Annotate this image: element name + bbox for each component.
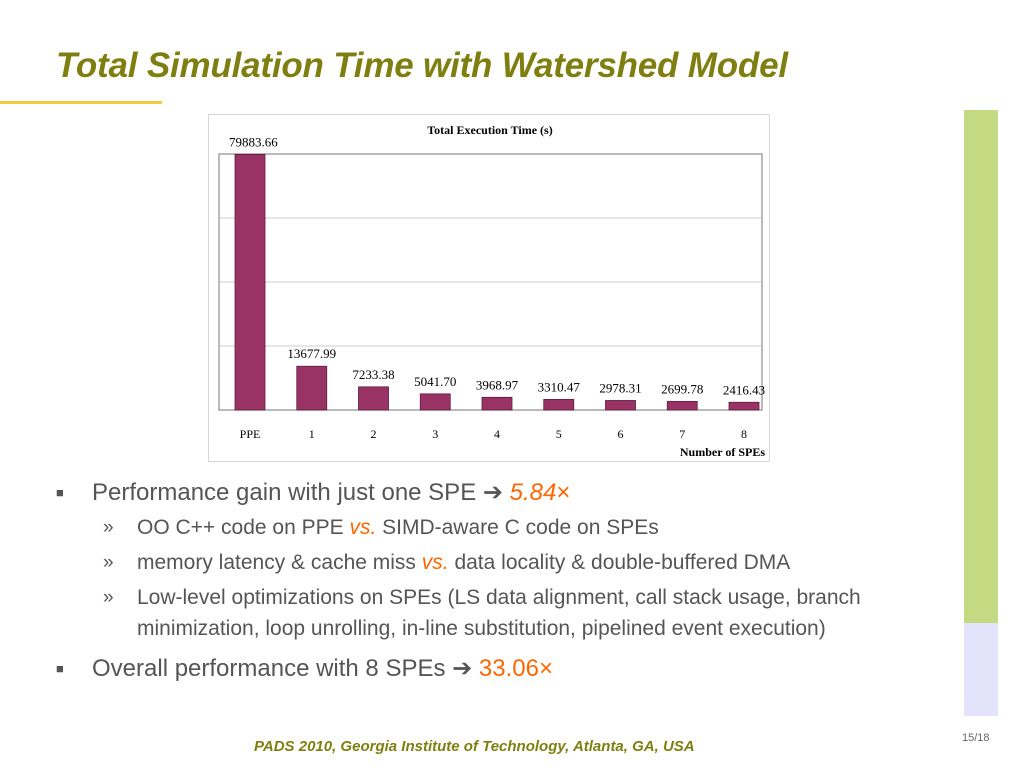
times-sign: × [538,655,553,682]
bar [543,399,575,411]
sub-bullet-text: data locality & double-buffered DMA [448,551,791,574]
data-label: 5041.70 [414,374,456,389]
x-tick-label: 3 [432,427,438,441]
bullet-text: Overall performance with 8 SPEs [92,655,453,682]
sub-bullet-item: » memory latency & cache miss vs. data lo… [56,547,956,578]
data-label: 2699.78 [661,381,703,396]
x-tick-label: 6 [618,427,624,441]
data-label: 3310.47 [538,379,581,394]
bar-chart: Total Execution Time (s) Number of SPEs 79… [218,123,765,459]
sub-bullet-text: memory latency & cache miss [137,551,422,574]
x-tick-label: 5 [556,427,562,441]
sub-bullet-text: SIMD-aware C code on SPEs [376,516,659,539]
bar [666,400,698,411]
x-tick-label: 8 [741,427,747,441]
data-label: 2978.31 [599,380,641,395]
data-label: 13677.99 [287,346,336,361]
chart-frame: Total Execution Time (s) Number of SPEs 79… [208,114,770,462]
bullet-text: Performance gain with just one SPE [92,479,483,506]
arrow-icon: ➔ [452,655,473,682]
x-axis-label: Number of SPEs [680,445,765,459]
x-tick-label: PPE [240,427,261,441]
bar [234,153,266,411]
bar [728,401,760,411]
bullet-item: ■ Performance gain with just one SPE ➔ 5.… [56,478,956,508]
bar [296,365,328,411]
square-bullet-icon: ■ [56,661,64,676]
vs-label: vs. [349,516,377,539]
bar [481,396,513,411]
data-label: 7233.38 [352,367,394,382]
bar [358,386,389,411]
x-tick-label: 1 [309,427,315,441]
data-label: 2416.43 [723,382,765,397]
chevron-bullet-icon: » [103,587,114,608]
chart-title: Total Execution Time (s) [427,123,552,137]
vs-label: vs. [421,551,449,574]
times-sign: × [556,479,571,506]
bullet-list: ■ Performance gain with just one SPE ➔ 5.… [56,478,956,684]
x-tick-label: 7 [679,427,685,441]
side-accent-bar-bottom [964,623,998,716]
bullet-item: ■ Overall performance with 8 SPEs ➔ 33.06… [56,654,956,684]
chevron-bullet-icon: » [103,552,114,573]
sub-bullet-item: » OO C++ code on PPE vs. SIMD-aware C cod… [56,512,956,543]
title-underline [0,101,162,104]
slide-title: Total Simulation Time with Watershed Mod… [56,46,788,85]
bar [419,393,451,411]
chevron-bullet-icon: » [103,517,114,538]
square-bullet-icon: ■ [56,485,64,500]
arrow-icon: ➔ [482,479,503,506]
sub-bullet-text: Low-level optimizations on SPEs (LS data… [137,586,861,640]
page-number: 15/18 [962,732,990,744]
speedup-value: 33.06 [478,655,539,682]
data-label: 79883.66 [229,134,278,149]
x-tick-label: 2 [371,427,377,441]
sub-bullet-item: » Low-level optimizations on SPEs (LS dat… [56,582,956,644]
footer: PADS 2010, Georgia Institute of Technolo… [254,738,695,755]
bar [605,400,636,411]
sub-bullet-text: OO C++ code on PPE [137,516,350,539]
speedup-value: 5.84 [509,479,557,506]
side-accent-bar-top [964,110,998,623]
data-label: 3968.97 [476,377,519,392]
x-tick-label: 4 [494,427,500,441]
